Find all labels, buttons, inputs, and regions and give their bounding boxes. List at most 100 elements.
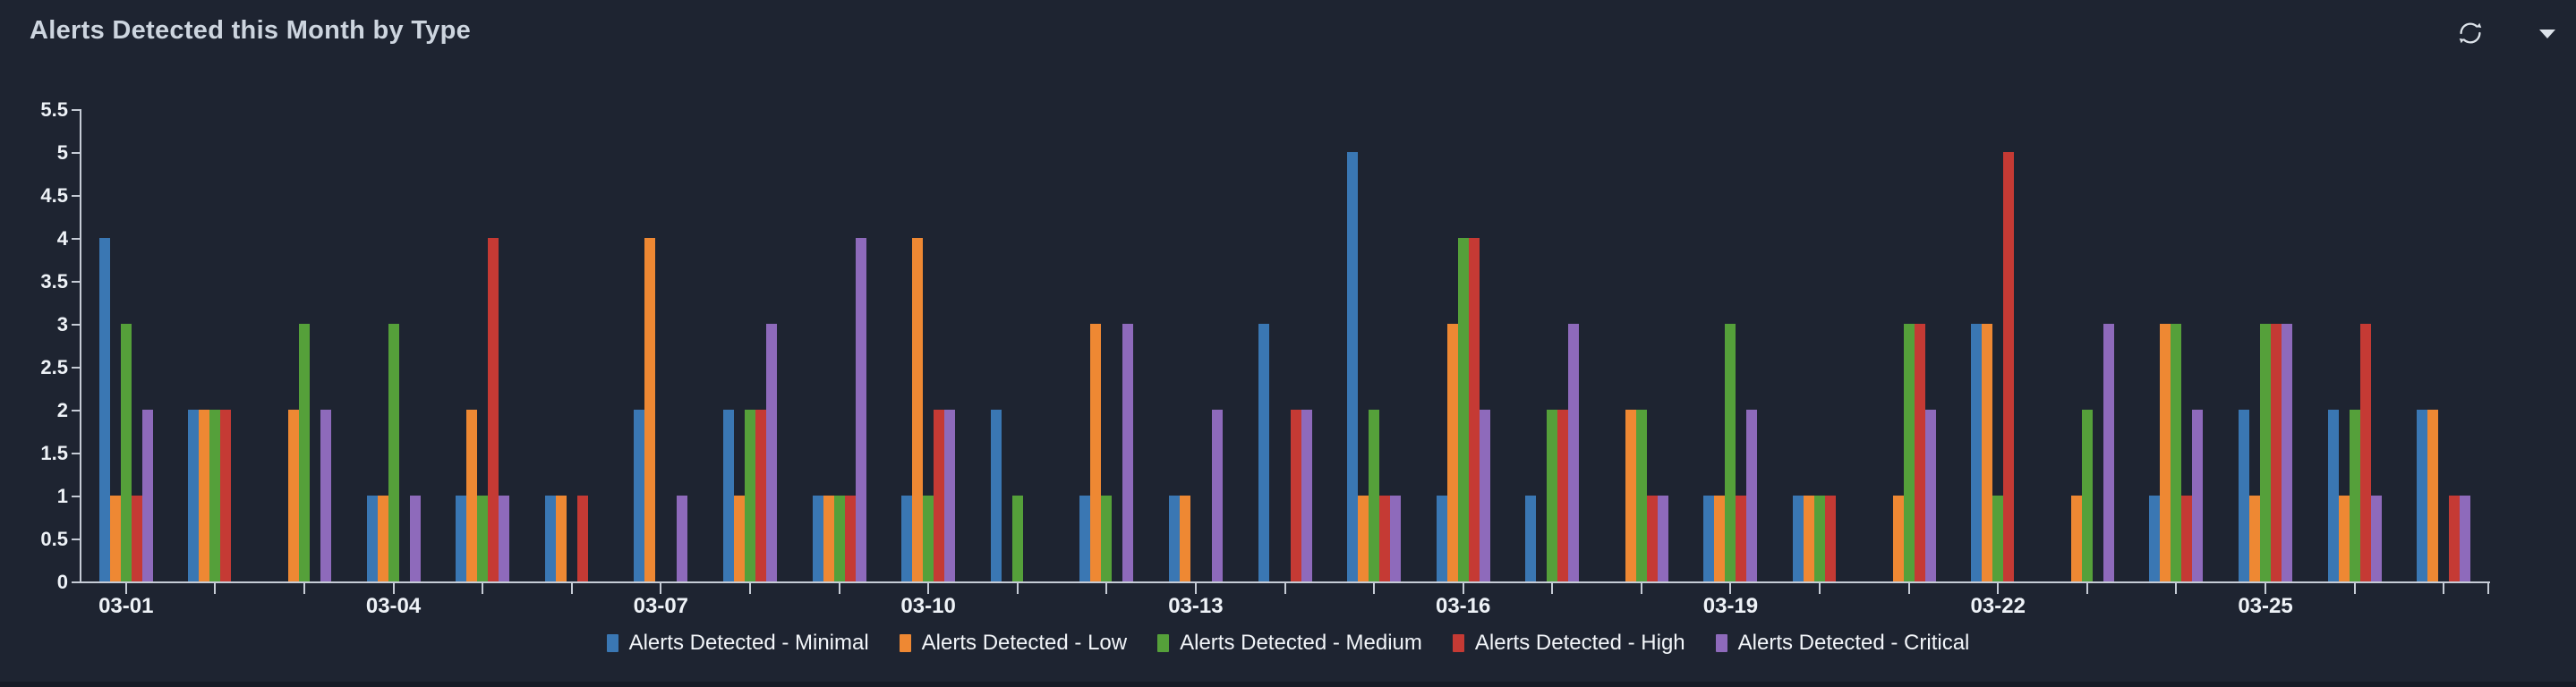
bar bbox=[188, 410, 200, 581]
y-axis-tick bbox=[72, 539, 80, 540]
bar bbox=[477, 496, 489, 581]
x-axis-label: 03-07 bbox=[633, 594, 689, 618]
y-axis-tick bbox=[72, 410, 80, 411]
bar bbox=[1903, 324, 1915, 581]
panel-menu-button[interactable] bbox=[2531, 16, 2563, 52]
bar bbox=[722, 410, 734, 581]
y-axis-label: 4 bbox=[56, 227, 68, 250]
legend-item[interactable]: Alerts Detected - Critical bbox=[1715, 631, 1969, 656]
x-axis-label: 03-19 bbox=[1702, 594, 1759, 618]
bar bbox=[923, 496, 934, 581]
bar bbox=[2271, 324, 2282, 581]
bar bbox=[2171, 324, 2182, 581]
bar bbox=[2359, 324, 2371, 581]
bar bbox=[1746, 410, 1758, 581]
x-axis-tick bbox=[2443, 583, 2445, 594]
bar bbox=[1390, 496, 1402, 581]
bar bbox=[844, 496, 856, 581]
bar bbox=[1892, 496, 1904, 581]
x-axis-label: 03-16 bbox=[1435, 594, 1491, 618]
bar bbox=[98, 238, 110, 581]
y-axis-tick bbox=[72, 581, 80, 583]
bar bbox=[2070, 496, 2082, 581]
y-axis-tick bbox=[72, 109, 80, 111]
bar bbox=[1211, 410, 1223, 581]
x-axis-tick bbox=[927, 583, 930, 594]
bar bbox=[466, 410, 478, 581]
bar bbox=[1804, 496, 1815, 581]
bar bbox=[488, 238, 499, 581]
bar bbox=[2192, 410, 2204, 581]
bar bbox=[2417, 410, 2428, 581]
bar bbox=[1079, 496, 1091, 581]
y-axis-tick bbox=[72, 367, 80, 369]
y-axis-tick bbox=[72, 324, 80, 326]
bar bbox=[1479, 410, 1490, 581]
legend-swatch bbox=[1452, 634, 1464, 652]
legend-swatch bbox=[1157, 634, 1170, 652]
bar bbox=[409, 496, 421, 581]
bar bbox=[1635, 410, 1647, 581]
bar bbox=[1625, 410, 1636, 581]
x-axis-tick bbox=[2086, 583, 2088, 594]
x-axis-tick bbox=[1284, 583, 1286, 594]
bar bbox=[2160, 324, 2171, 581]
bar bbox=[1101, 496, 1113, 581]
bar bbox=[1725, 324, 1736, 581]
y-axis-label: 0 bbox=[56, 571, 68, 593]
bar bbox=[1924, 410, 1936, 581]
bar bbox=[456, 496, 467, 581]
caret-down-icon bbox=[2539, 30, 2555, 38]
bar bbox=[1301, 410, 1312, 581]
bar bbox=[2349, 410, 2360, 581]
bar bbox=[755, 410, 766, 581]
bar bbox=[765, 324, 777, 581]
legend-item[interactable]: Alerts Detected - Medium bbox=[1157, 631, 1422, 656]
bar bbox=[576, 496, 588, 581]
legend-item[interactable]: Alerts Detected - High bbox=[1452, 631, 1685, 656]
bar bbox=[1646, 496, 1658, 581]
x-axis-tick bbox=[1729, 583, 1732, 594]
bar bbox=[855, 238, 866, 581]
bar bbox=[1736, 496, 1747, 581]
x-axis bbox=[80, 581, 2490, 583]
refresh-button[interactable] bbox=[2452, 16, 2488, 52]
y-axis-label: 1 bbox=[56, 485, 68, 507]
bar bbox=[1703, 496, 1715, 581]
bar bbox=[912, 238, 924, 581]
bar bbox=[1814, 496, 1826, 581]
y-axis bbox=[80, 109, 81, 583]
bar bbox=[2327, 410, 2339, 581]
x-axis-tick bbox=[2265, 583, 2267, 594]
y-axis-label: 4.5 bbox=[40, 184, 68, 207]
legend-swatch bbox=[899, 634, 911, 652]
bar bbox=[2282, 324, 2293, 581]
bar bbox=[1011, 496, 1023, 581]
bar bbox=[1446, 324, 1458, 581]
bar bbox=[644, 238, 656, 581]
bar bbox=[1557, 410, 1569, 581]
bar bbox=[2239, 410, 2250, 581]
bar bbox=[1992, 496, 2004, 581]
legend-item[interactable]: Alerts Detected - Low bbox=[899, 631, 1127, 656]
x-axis-tick bbox=[1907, 583, 1910, 594]
bar bbox=[1525, 496, 1537, 581]
bar bbox=[1090, 324, 1102, 581]
bar bbox=[1971, 324, 1983, 581]
bar bbox=[1179, 496, 1190, 581]
bar bbox=[2103, 324, 2114, 581]
legend: Alerts Detected - Minimal Alerts Detected… bbox=[0, 628, 2576, 658]
bar bbox=[199, 410, 210, 581]
x-axis-tick bbox=[214, 583, 217, 594]
x-axis-tick bbox=[2175, 583, 2178, 594]
bar bbox=[2260, 324, 2272, 581]
bar bbox=[823, 496, 834, 581]
y-axis-label: 3 bbox=[56, 313, 68, 335]
bar bbox=[1457, 238, 1469, 581]
y-axis-tick bbox=[72, 453, 80, 454]
bar bbox=[131, 496, 142, 581]
bar bbox=[1714, 496, 1726, 581]
legend-item[interactable]: Alerts Detected - Minimal bbox=[606, 631, 869, 656]
